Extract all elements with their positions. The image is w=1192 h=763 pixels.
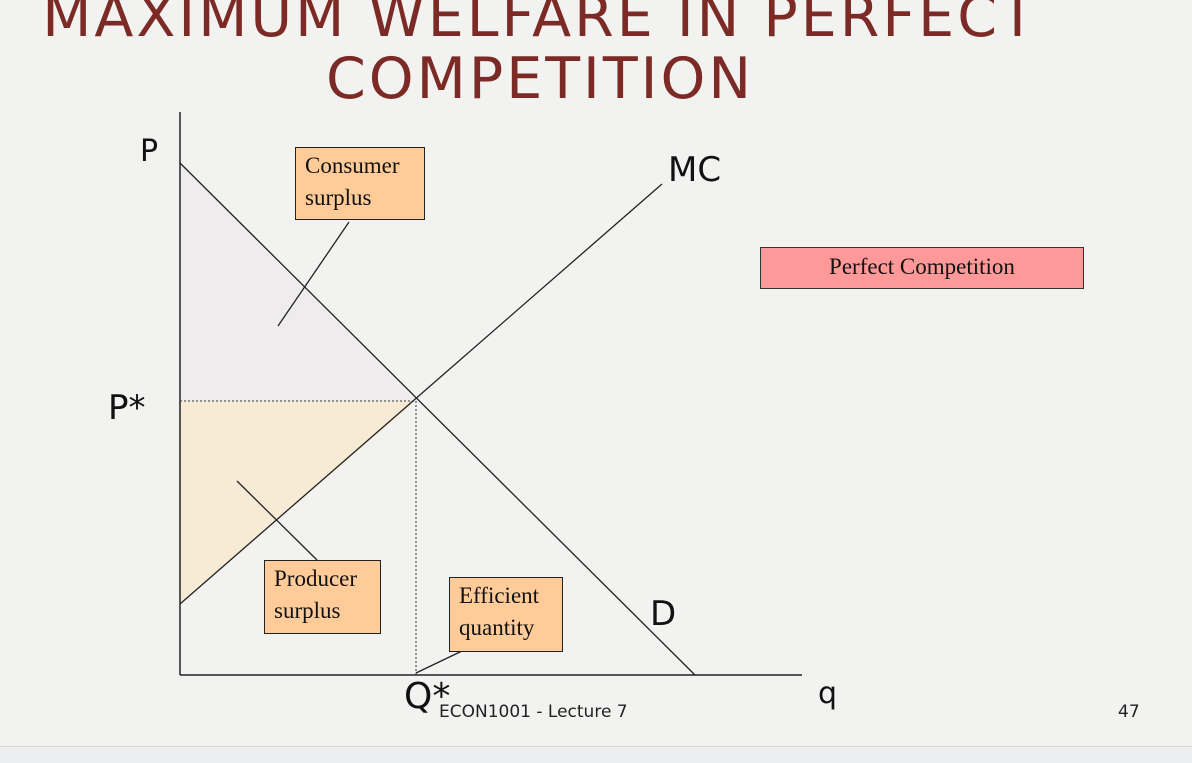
consumer-surplus-text-2: surplus — [305, 185, 372, 210]
consumer-surplus-pointer — [277, 221, 350, 327]
quantity-axis-label: q — [818, 676, 838, 711]
title-line-1: MAXIMUM WELFARE IN PERFECT — [42, 0, 1038, 50]
page-number: 47 — [1118, 702, 1140, 722]
welfare-diagram — [179, 112, 802, 676]
slide: MAXIMUM WELFARE IN PERFECT COMPETITION P… — [0, 0, 1140, 722]
producer-surplus-box: Producer surplus — [264, 560, 381, 634]
demand-curve — [179, 162, 696, 676]
equilibrium-quantity-label: Q* — [404, 676, 451, 717]
consumer-surplus-text-1: Consumer — [305, 153, 400, 178]
perfect-competition-box: Perfect Competition — [760, 247, 1084, 289]
producer-surplus-text-2: surplus — [274, 598, 341, 623]
mc-label: MC — [668, 150, 722, 190]
efficient-quantity-pointer — [415, 650, 463, 674]
viewer-bottom-bar — [0, 746, 1192, 763]
producer-surplus-pointer — [236, 480, 318, 561]
efficient-quantity-text-2: quantity — [459, 615, 535, 640]
equilibrium-price-label: P* — [108, 388, 146, 428]
producer-surplus-text-1: Producer — [274, 566, 358, 591]
price-axis-label: P — [140, 134, 159, 169]
demand-label: D — [650, 594, 677, 634]
title-line-2: COMPETITION — [326, 46, 754, 112]
slide-title: MAXIMUM WELFARE IN PERFECT COMPETITION — [0, 0, 1080, 110]
mc-curve — [179, 183, 663, 605]
slide-footer: ECON1001 - Lecture 7 — [439, 702, 628, 722]
efficient-quantity-text-1: Efficient — [459, 583, 540, 608]
consumer-surplus-box: Consumer surplus — [295, 147, 425, 220]
efficient-quantity-box: Efficient quantity — [449, 577, 563, 652]
